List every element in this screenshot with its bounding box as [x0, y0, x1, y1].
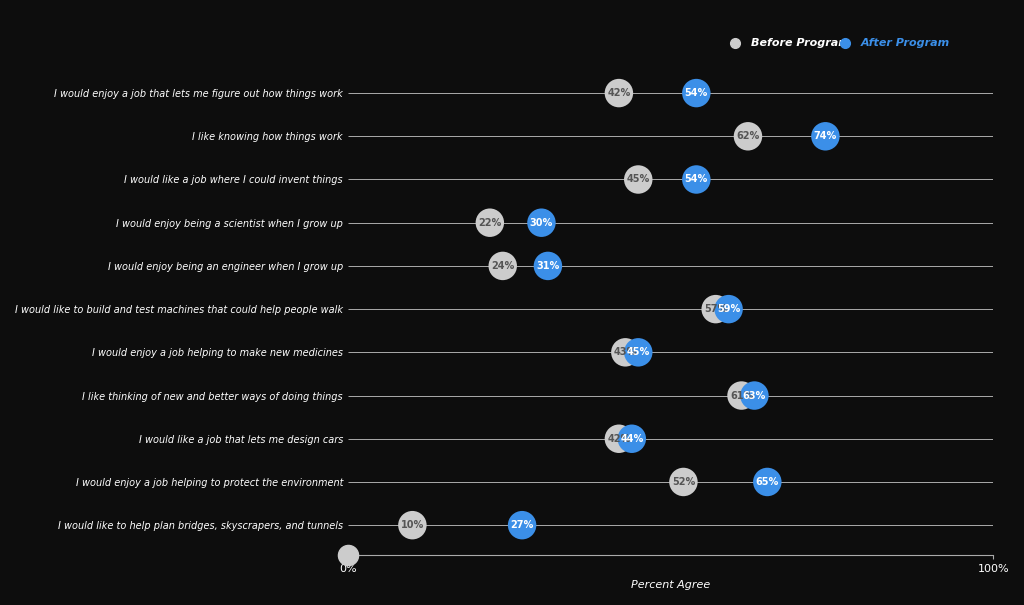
Point — [688, 88, 705, 98]
Text: 30%: 30% — [529, 218, 553, 227]
Text: 74%: 74% — [814, 131, 837, 142]
Point — [495, 261, 511, 271]
X-axis label: Percent Agree: Percent Agree — [631, 580, 711, 590]
Point — [630, 175, 646, 185]
Text: 62%: 62% — [736, 131, 760, 142]
Point — [610, 88, 627, 98]
Text: Before Program: Before Program — [752, 38, 850, 48]
Text: 61%: 61% — [730, 391, 753, 401]
Point — [630, 347, 646, 357]
Text: 65%: 65% — [756, 477, 779, 487]
Point — [514, 520, 530, 530]
Text: 44%: 44% — [621, 434, 643, 443]
Text: 42%: 42% — [607, 88, 631, 98]
Point — [746, 391, 763, 401]
Text: 45%: 45% — [627, 347, 650, 358]
Point — [404, 520, 421, 530]
Point — [481, 218, 498, 227]
Point — [817, 131, 834, 141]
Point — [675, 477, 691, 487]
Text: After Program: After Program — [861, 38, 950, 48]
Text: 31%: 31% — [537, 261, 559, 271]
Text: 54%: 54% — [685, 174, 708, 185]
Point — [759, 477, 775, 487]
Text: 45%: 45% — [627, 174, 650, 185]
Text: 43%: 43% — [613, 347, 637, 358]
Text: 22%: 22% — [478, 218, 502, 227]
Point — [708, 304, 724, 314]
Text: 24%: 24% — [492, 261, 514, 271]
Point — [721, 304, 737, 314]
Text: 27%: 27% — [511, 520, 534, 530]
Point — [617, 347, 634, 357]
Point — [610, 434, 627, 443]
Text: 59%: 59% — [717, 304, 740, 314]
Point — [688, 175, 705, 185]
Point — [340, 520, 356, 530]
Text: 54%: 54% — [685, 88, 708, 98]
Text: 57%: 57% — [705, 304, 727, 314]
Point — [739, 131, 756, 141]
Text: 10%: 10% — [400, 520, 424, 530]
Point — [733, 391, 750, 401]
Point — [540, 261, 556, 271]
Text: 52%: 52% — [672, 477, 695, 487]
Point — [624, 434, 640, 443]
Point — [534, 218, 550, 227]
Text: 42%: 42% — [607, 434, 631, 443]
Text: 63%: 63% — [742, 391, 766, 401]
